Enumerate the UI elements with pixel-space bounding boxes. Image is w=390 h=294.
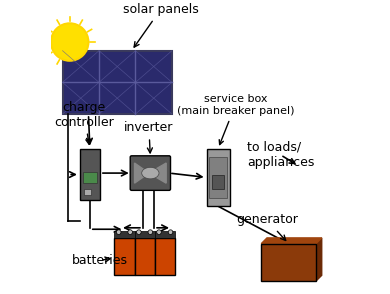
FancyBboxPatch shape xyxy=(155,238,175,275)
FancyBboxPatch shape xyxy=(135,238,155,275)
FancyBboxPatch shape xyxy=(130,156,170,191)
Text: batteries: batteries xyxy=(72,254,128,267)
Text: service box
(main breaker panel): service box (main breaker panel) xyxy=(177,94,294,145)
Circle shape xyxy=(148,230,152,234)
FancyBboxPatch shape xyxy=(261,244,316,281)
Polygon shape xyxy=(316,238,322,281)
FancyBboxPatch shape xyxy=(207,148,230,206)
FancyBboxPatch shape xyxy=(84,189,91,195)
Text: generator: generator xyxy=(236,213,298,240)
FancyBboxPatch shape xyxy=(62,51,172,114)
Text: charge
controller: charge controller xyxy=(54,101,114,144)
Circle shape xyxy=(128,230,133,234)
Text: to loads/
appliances: to loads/ appliances xyxy=(247,141,314,169)
Circle shape xyxy=(136,230,141,234)
FancyBboxPatch shape xyxy=(209,157,227,198)
FancyBboxPatch shape xyxy=(155,231,175,238)
Circle shape xyxy=(116,230,121,234)
Text: inverter: inverter xyxy=(124,121,174,153)
Circle shape xyxy=(51,23,89,61)
Circle shape xyxy=(168,230,173,234)
Polygon shape xyxy=(261,238,322,244)
Circle shape xyxy=(157,230,161,234)
FancyBboxPatch shape xyxy=(212,175,224,189)
Polygon shape xyxy=(135,163,166,183)
FancyBboxPatch shape xyxy=(114,238,135,275)
Ellipse shape xyxy=(142,167,159,179)
FancyBboxPatch shape xyxy=(80,148,100,201)
FancyBboxPatch shape xyxy=(135,231,155,238)
FancyBboxPatch shape xyxy=(83,172,97,183)
Text: solar panels: solar panels xyxy=(122,3,198,47)
FancyBboxPatch shape xyxy=(114,231,135,238)
